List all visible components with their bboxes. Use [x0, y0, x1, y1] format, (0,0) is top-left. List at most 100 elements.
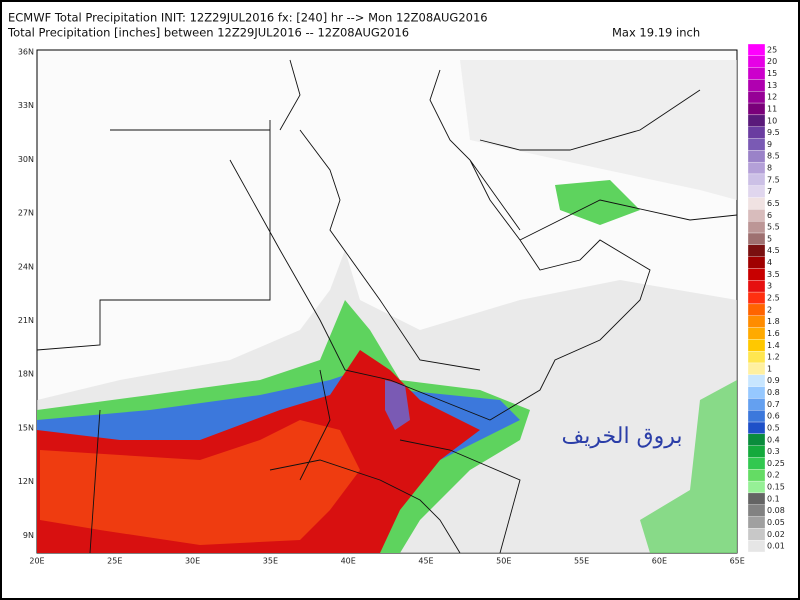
lon-label: 30E	[185, 557, 200, 566]
colorbar-swatch	[747, 244, 766, 257]
colorbar-label: 0.01	[767, 542, 785, 551]
colorbar-label: 1	[767, 364, 772, 373]
colorbar-swatch	[747, 43, 766, 56]
colorbar-label: 11	[767, 104, 777, 113]
colorbar-label: 9	[767, 140, 772, 149]
lon-label: 40E	[341, 557, 356, 566]
lon-label: 55E	[574, 557, 589, 566]
colorbar-swatch	[747, 540, 766, 553]
colorbar-swatch	[747, 303, 766, 316]
colorbar-label: 3.5	[767, 270, 780, 279]
colorbar-label: 0.3	[767, 447, 780, 456]
colorbar-label: 0.1	[767, 494, 780, 503]
colorbar-swatch	[747, 232, 766, 245]
colorbar-label: 12	[767, 93, 777, 102]
lat-label: 9N	[23, 531, 34, 540]
colorbar-label: 6	[767, 211, 772, 220]
colorbar-swatch	[747, 410, 766, 423]
colorbar-swatch	[747, 102, 766, 116]
colorbar-label: 0.05	[767, 518, 785, 527]
colorbar-label: 0.08	[767, 506, 785, 515]
lat-label: 33N	[18, 101, 34, 110]
colorbar-swatch	[747, 469, 766, 482]
colorbar-swatch	[747, 351, 766, 364]
colorbar-label: 25	[767, 45, 777, 54]
lat-label: 30N	[18, 155, 34, 164]
colorbar-swatch	[747, 421, 766, 435]
colorbar-swatch	[747, 79, 766, 92]
colorbar-label: 0.25	[767, 459, 785, 468]
colorbar: 252015131211109.598.587.576.565.554.543.…	[747, 43, 785, 553]
colorbar-swatch	[747, 516, 766, 529]
lat-labels: 36N 33N 30N 27N 24N 21N 18N 15N 12N 9N	[18, 48, 34, 540]
colorbar-label: 4.5	[767, 246, 780, 255]
colorbar-swatch	[747, 398, 766, 411]
colorbar-label: 0.2	[767, 471, 780, 480]
lon-labels: 20E 25E 30E 35E 40E 45E 50E 55E 60E 65E	[29, 557, 744, 566]
colorbar-label: 1.6	[767, 329, 780, 338]
colorbar-label: 5.5	[767, 223, 780, 232]
colorbar-label: 8.5	[767, 152, 780, 161]
green-band	[555, 180, 640, 225]
colorbar-swatch	[747, 291, 766, 305]
colorbar-label: 1.8	[767, 317, 780, 326]
colorbar-swatch	[747, 221, 766, 234]
header-max: Max 19.19 inch	[612, 26, 700, 40]
lon-label: 35E	[263, 557, 278, 566]
lon-label: 45E	[418, 557, 433, 566]
header-line1: ECMWF Total Precipitation INIT: 12Z29JUL…	[8, 11, 488, 25]
colorbar-swatch	[747, 209, 766, 222]
colorbar-label: 13	[767, 81, 777, 90]
watermark: بروق الخريف	[562, 424, 683, 449]
purple-area	[385, 380, 410, 430]
colorbar-label: 10	[767, 116, 777, 125]
colorbar-label: 0.02	[767, 530, 785, 539]
colorbar-swatch	[747, 528, 766, 541]
lon-label: 65E	[730, 557, 745, 566]
lat-label: 15N	[18, 423, 34, 432]
green-band	[640, 380, 737, 553]
colorbar-label: 6.5	[767, 199, 780, 208]
colorbar-label: 9.5	[767, 128, 780, 137]
colorbar-swatch	[747, 138, 766, 151]
colorbar-swatch	[747, 91, 766, 104]
colorbar-label: 2.5	[767, 294, 780, 303]
lat-label: 24N	[18, 262, 34, 271]
colorbar-label: 15	[767, 69, 777, 78]
colorbar-label: 0.15	[767, 483, 785, 492]
colorbar-swatch	[747, 386, 766, 399]
colorbar-label: 1.4	[767, 341, 780, 350]
colorbar-swatch	[747, 433, 766, 446]
colorbar-swatch	[747, 480, 766, 494]
orange-area	[40, 420, 360, 545]
colorbar-swatch	[747, 457, 766, 470]
colorbar-label: 20	[767, 57, 777, 66]
colorbar-swatch	[747, 173, 766, 186]
colorbar-swatch	[747, 327, 766, 340]
colorbar-swatch	[747, 126, 766, 139]
colorbar-swatch	[747, 55, 766, 68]
colorbar-swatch	[747, 492, 766, 505]
lat-label: 36N	[18, 48, 34, 57]
colorbar-label: 0.7	[767, 400, 780, 409]
lon-label: 60E	[652, 557, 667, 566]
colorbar-swatch	[747, 150, 766, 163]
colorbar-swatch	[747, 185, 766, 198]
colorbar-label: 7.5	[767, 175, 780, 184]
colorbar-label: 1.2	[767, 353, 780, 362]
colorbar-label: 0.5	[767, 423, 780, 432]
colorbar-swatch	[747, 362, 766, 375]
lon-label: 50E	[496, 557, 511, 566]
map	[36, 49, 738, 554]
colorbar-label: 0.8	[767, 388, 780, 397]
colorbar-swatch	[747, 445, 766, 458]
colorbar-label: 5	[767, 234, 772, 243]
colorbar-label: 0.4	[767, 435, 780, 444]
lat-label: 18N	[18, 370, 34, 379]
lat-label: 27N	[18, 209, 34, 218]
colorbar-swatch	[747, 268, 766, 281]
colorbar-label: 8	[767, 164, 772, 173]
colorbar-swatch	[747, 114, 766, 127]
